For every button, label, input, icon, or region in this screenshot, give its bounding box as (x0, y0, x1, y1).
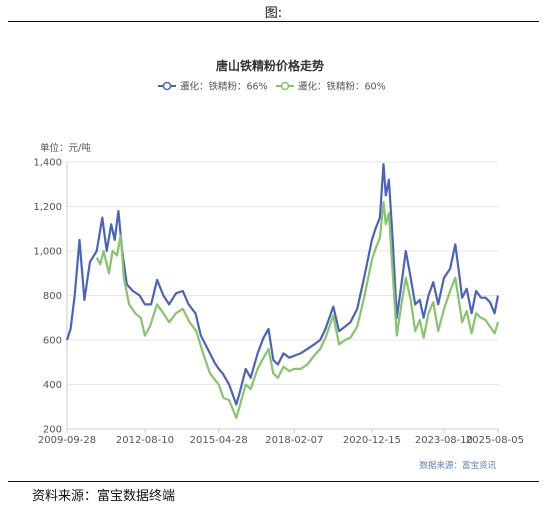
legend-item-series-a[interactable]: 遷化：铁精粉：66% (158, 81, 268, 93)
top-rule (8, 21, 539, 22)
x-tick-label: 2025-08-05 (466, 435, 524, 446)
legend-item-series-b[interactable]: 遷化：铁精粉：60% (276, 81, 386, 93)
source-note: 资料来源：富宝数据终端 (32, 489, 176, 504)
x-tick-label: 2023-08-10 (415, 435, 473, 446)
legend-swatch-marker-a (162, 81, 172, 91)
legend-swatch-marker-b (280, 81, 290, 91)
y-tick-label: 1,400 (33, 158, 62, 169)
x-tick-label: 2009-09-28 (38, 435, 96, 446)
series-line-b (95, 201, 500, 419)
y-tick-label: 200 (43, 425, 62, 436)
series-line-a (65, 163, 500, 406)
y-axis: 200 400 600 800 1,000 1,200 1,400 (33, 158, 68, 436)
y-tick-label: 800 (43, 291, 62, 302)
legend: 遷化：铁精粉：66% 遷化：铁精粉：60% (158, 81, 386, 93)
gridlines (67, 161, 498, 385)
x-tick-label: 2012-08-10 (116, 435, 174, 446)
y-tick-label: 400 (43, 380, 62, 391)
data-credit: 数据来源：富宝资讯 (419, 460, 496, 471)
chart-title: 唐山铁精粉价格走势 (216, 58, 324, 73)
x-axis: 2009-09-28 2012-08-10 2015-04-28 2018-02-07… (38, 428, 524, 446)
unit-label: 单位：元/吨 (40, 142, 91, 154)
x-tick-label: 2015-04-28 (190, 435, 248, 446)
legend-label-series-b: 遷化：铁精粉：60% (298, 81, 386, 93)
legend-label-series-a: 遷化：铁精粉：66% (180, 81, 268, 93)
figure-label: 图: (264, 6, 283, 21)
series-lines (65, 163, 500, 419)
line-chart: 唐山铁精粉价格走势 遷化：铁精粉：66% 遷化：铁精粉：60% 单位：元/吨 2… (33, 58, 524, 471)
y-tick-label: 600 (43, 336, 62, 347)
y-tick-label: 1,200 (33, 202, 62, 213)
y-tick-label: 1,000 (33, 247, 62, 258)
bottom-rule (8, 481, 539, 482)
x-tick-label: 2020-12-15 (343, 435, 401, 446)
x-tick-label: 2018-02-07 (265, 435, 323, 446)
